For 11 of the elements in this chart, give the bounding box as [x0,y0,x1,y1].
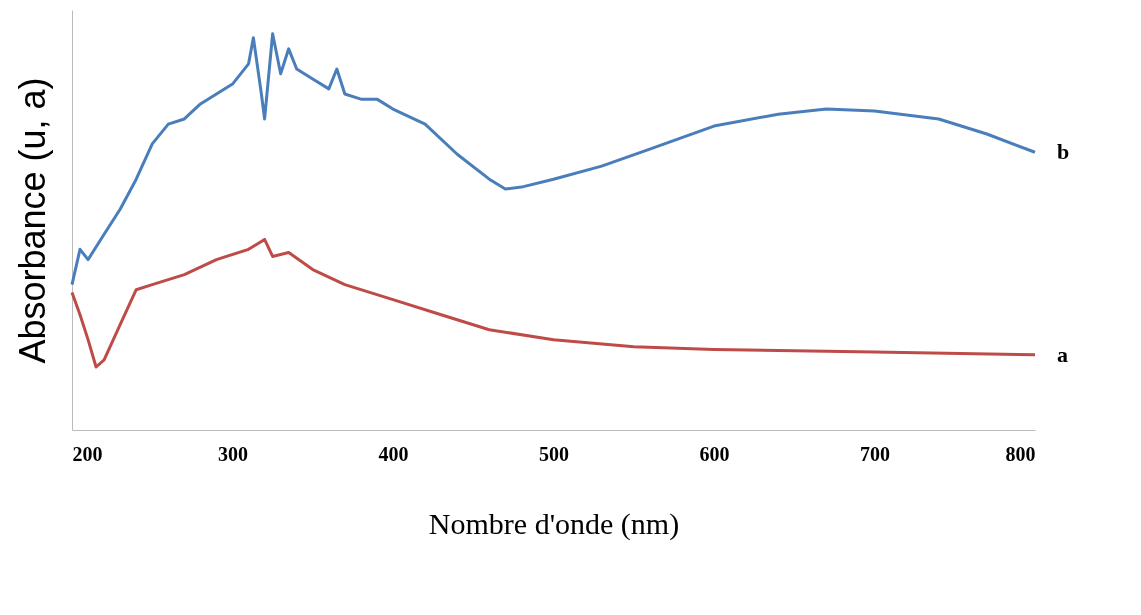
x-tick-label: 600 [699,442,730,465]
x-tick-label: 200 [72,442,103,465]
x-tick-label: 400 [378,442,409,465]
y-axis-title: Absorbance (u, a) [11,77,53,364]
x-tick-label: 300 [218,442,248,465]
series-label: a [1057,341,1068,367]
x-tick-label: 700 [860,442,890,465]
x-axis-title: Nombre d'onde (nm) [428,506,680,541]
x-tick-label: 500 [539,442,569,465]
series-label: b [1057,139,1070,165]
x-tick-label: 800 [1005,442,1036,465]
